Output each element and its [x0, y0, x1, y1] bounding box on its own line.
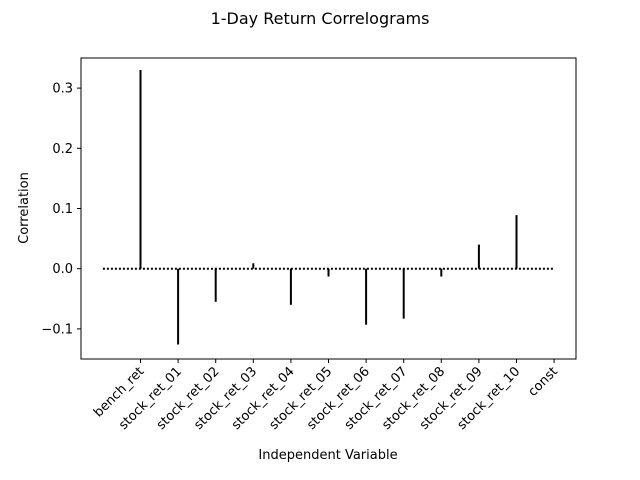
y-axis: −0.1 0.0 0.1 0.2 0.3: [41, 82, 81, 337]
y-tick-label: 0.3: [52, 82, 73, 97]
y-tick-label: 0.2: [52, 142, 73, 157]
x-axis-label: Independent Variable: [258, 448, 397, 463]
y-tick-label: 0.0: [52, 262, 73, 277]
plot-area: [102, 70, 555, 345]
y-axis-label: Correlation: [17, 172, 32, 244]
y-tick-label: −0.1: [41, 322, 73, 337]
y-tick-label: 0.1: [52, 202, 73, 217]
chart-title: 1-Day Return Correlograms: [211, 9, 430, 28]
